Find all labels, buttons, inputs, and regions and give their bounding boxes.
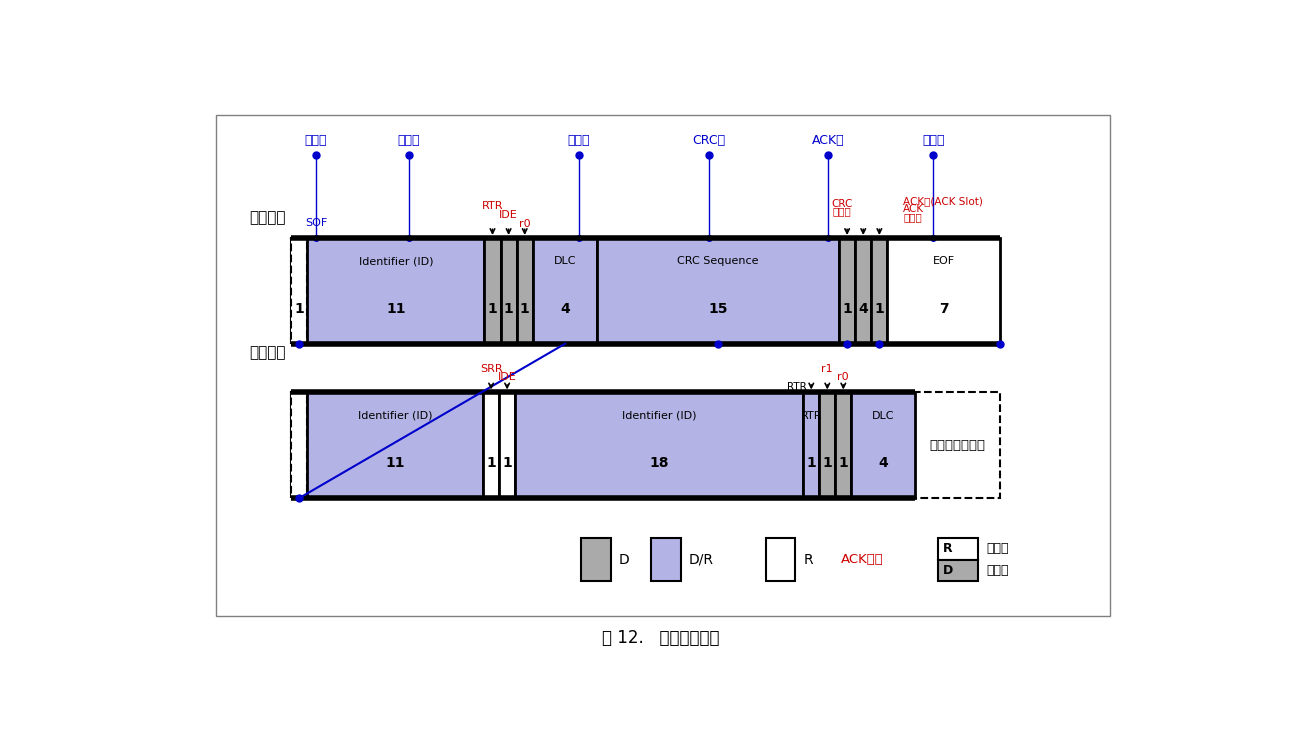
Text: 7: 7 <box>938 302 949 316</box>
Bar <box>938 559 978 581</box>
Bar <box>820 392 835 499</box>
Text: r1: r1 <box>821 365 833 374</box>
Bar <box>597 238 839 344</box>
Bar <box>803 392 820 499</box>
Bar <box>291 238 1000 344</box>
Text: 界定符: 界定符 <box>833 206 852 216</box>
Text: ACK位槽: ACK位槽 <box>840 554 883 566</box>
Text: CRC段: CRC段 <box>692 134 726 147</box>
Bar <box>483 392 499 499</box>
Bar <box>485 238 500 344</box>
Bar <box>581 538 611 581</box>
Text: D: D <box>944 564 954 577</box>
Bar <box>839 238 855 344</box>
Text: 仲裁段: 仲裁段 <box>397 134 420 147</box>
Text: 1: 1 <box>503 456 512 470</box>
Text: DLC: DLC <box>873 411 895 421</box>
Text: 15: 15 <box>709 302 728 316</box>
Text: RTR: RTR <box>800 411 822 421</box>
Text: D/R: D/R <box>688 553 714 567</box>
Bar <box>500 238 517 344</box>
Text: IDE: IDE <box>498 372 517 382</box>
Text: CRC: CRC <box>831 198 853 209</box>
Bar <box>887 238 1000 344</box>
Text: r0: r0 <box>838 372 849 382</box>
Text: ACK槽(ACK Slot): ACK槽(ACK Slot) <box>904 195 984 206</box>
Text: 接收位: 接收位 <box>986 564 1009 577</box>
Bar <box>291 238 307 344</box>
Text: DLC: DLC <box>554 256 576 266</box>
Bar <box>835 392 851 499</box>
Text: 1: 1 <box>842 302 852 316</box>
Bar <box>499 392 516 499</box>
Text: SRR: SRR <box>480 365 503 374</box>
Text: 控制段: 控制段 <box>567 134 590 147</box>
Text: R: R <box>803 553 813 567</box>
Text: ACK段: ACK段 <box>812 134 844 147</box>
Bar <box>851 392 915 499</box>
Text: 1: 1 <box>838 456 848 470</box>
Text: 4: 4 <box>879 456 888 470</box>
Text: SOF: SOF <box>304 218 327 228</box>
Text: 帧结束: 帧结束 <box>922 134 945 147</box>
Text: 1: 1 <box>486 456 496 470</box>
Bar <box>307 392 483 499</box>
Text: 帧起始: 帧起始 <box>304 134 327 147</box>
Text: 图 12.   遥控帧的构成: 图 12. 遥控帧的构成 <box>602 629 719 647</box>
Bar <box>516 392 803 499</box>
Text: 11: 11 <box>385 302 406 316</box>
Text: 发送位: 发送位 <box>986 542 1009 556</box>
Text: CRC Sequence: CRC Sequence <box>678 256 759 266</box>
Bar <box>855 238 871 344</box>
Text: Identifier (ID): Identifier (ID) <box>358 411 432 421</box>
Text: Identifier (ID): Identifier (ID) <box>623 411 696 421</box>
Bar <box>871 238 887 344</box>
Text: 4: 4 <box>858 302 867 316</box>
Bar <box>307 238 485 344</box>
Text: RTR: RTR <box>482 201 503 212</box>
Text: 扩展格式: 扩展格式 <box>249 345 286 360</box>
Text: 与标准格式相同: 与标准格式相同 <box>929 439 986 452</box>
Text: 界定符: 界定符 <box>904 212 922 222</box>
Bar <box>938 538 978 559</box>
Text: 1: 1 <box>807 456 816 470</box>
Bar <box>766 538 795 581</box>
Text: r0: r0 <box>519 218 531 229</box>
Bar <box>517 238 532 344</box>
Text: 18: 18 <box>650 456 669 470</box>
Text: RTR: RTR <box>786 382 807 392</box>
Text: EOF: EOF <box>933 256 955 266</box>
Text: 1: 1 <box>822 456 833 470</box>
Text: D: D <box>619 553 629 567</box>
Text: 1: 1 <box>874 302 884 316</box>
Bar <box>651 538 681 581</box>
Text: IDE: IDE <box>499 210 518 220</box>
Text: 标准格式: 标准格式 <box>249 210 286 225</box>
Text: 1: 1 <box>504 302 513 316</box>
Text: 1: 1 <box>294 302 304 316</box>
Bar <box>291 392 1000 499</box>
Text: Identifier (ID): Identifier (ID) <box>358 256 433 266</box>
Bar <box>217 115 1110 615</box>
Text: R: R <box>944 542 953 556</box>
Text: 1: 1 <box>487 302 498 316</box>
Bar <box>291 392 307 499</box>
Text: 4: 4 <box>561 302 570 316</box>
Bar <box>532 238 597 344</box>
Text: 11: 11 <box>385 456 405 470</box>
Text: 1: 1 <box>519 302 530 316</box>
Text: ACK: ACK <box>904 204 924 214</box>
